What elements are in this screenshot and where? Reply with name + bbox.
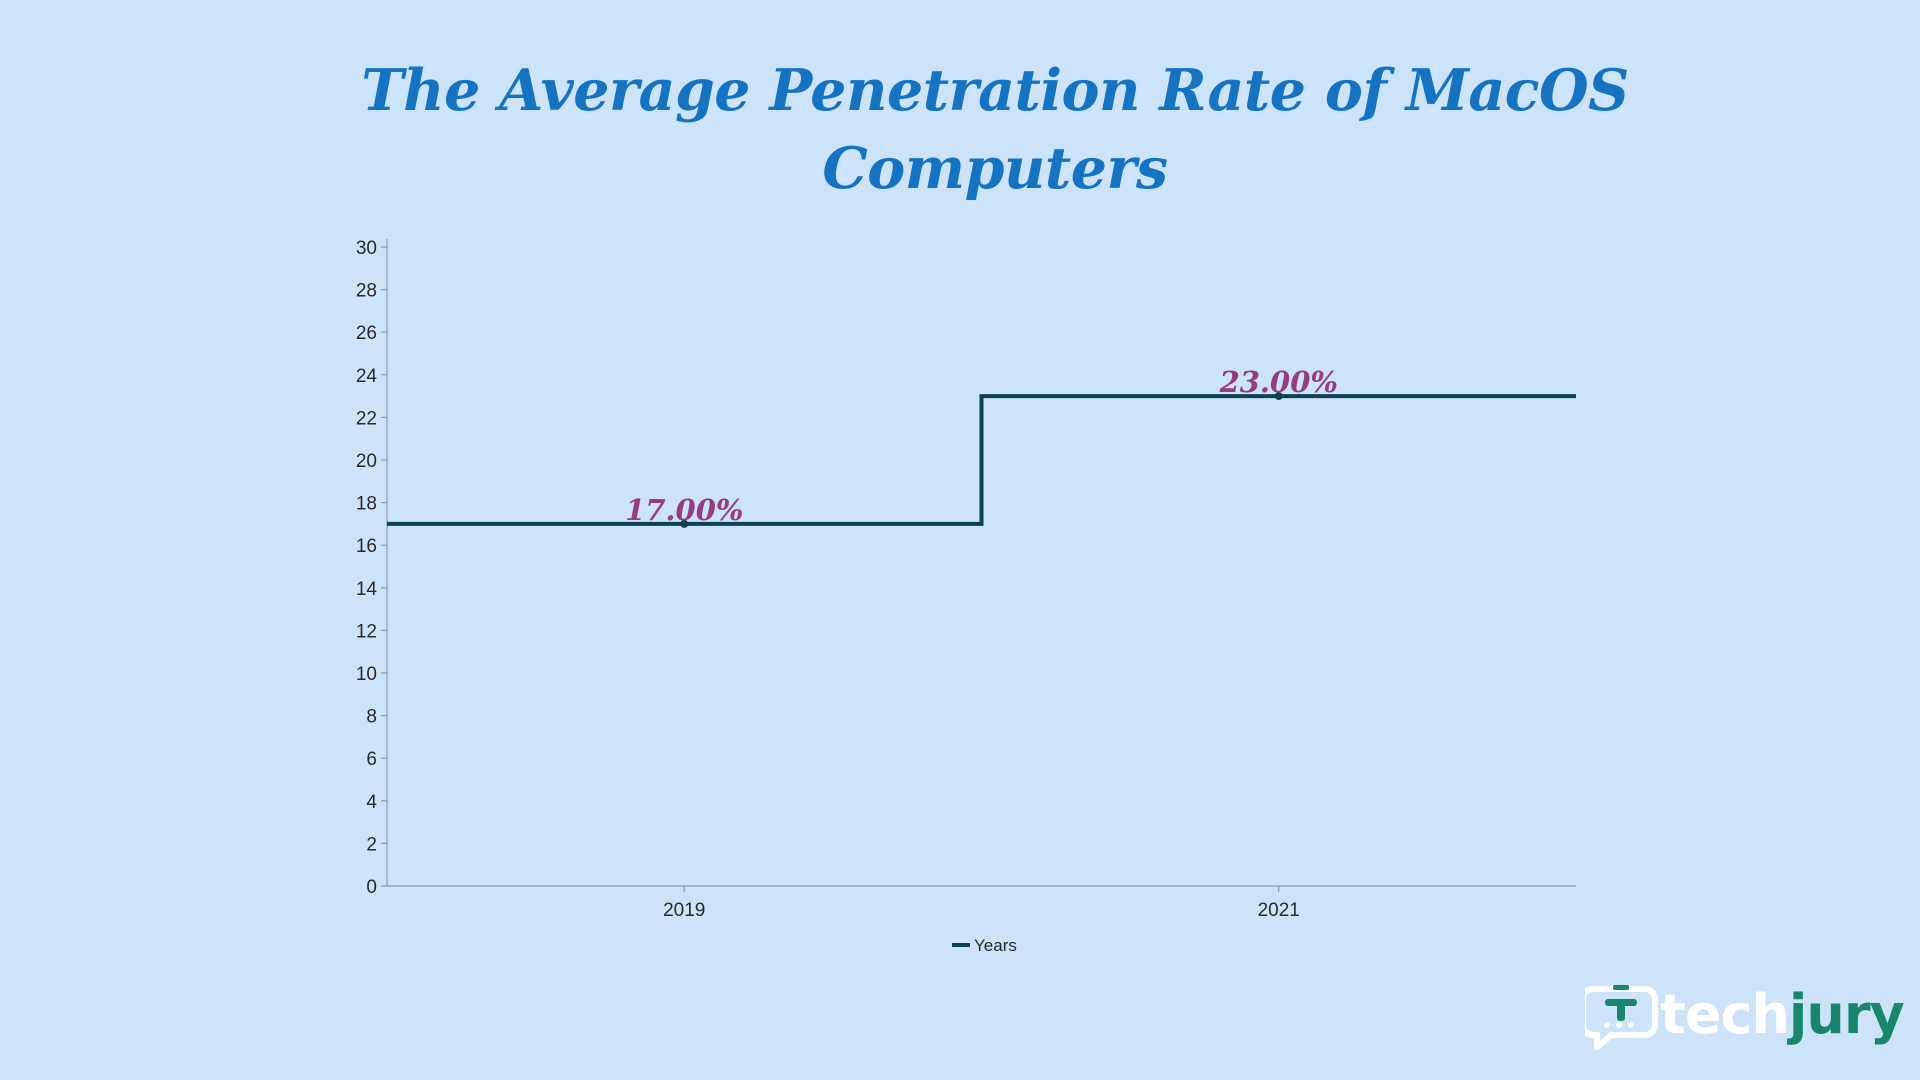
- y-tick-label: 28: [356, 281, 377, 302]
- y-tick-label: 6: [366, 749, 377, 770]
- y-tick-label: 4: [366, 792, 377, 813]
- data-point: [1274, 392, 1283, 401]
- y-tick-label: 22: [356, 408, 377, 429]
- y-tick-label: 30: [356, 238, 377, 259]
- x-tick-label: 2021: [1258, 900, 1300, 921]
- y-tick-label: 24: [356, 366, 378, 387]
- y-tick-label: 2: [366, 834, 377, 855]
- brand-wordmark: techjury: [1660, 982, 1905, 1048]
- y-tick-label: 20: [356, 451, 377, 472]
- y-tick-label: 18: [356, 494, 377, 515]
- y-tick-label: 12: [356, 621, 377, 642]
- series-line-0: [387, 394, 1576, 526]
- y-tick-label: 0: [366, 877, 377, 898]
- data-point: [680, 519, 689, 528]
- y-tick-label: 14: [356, 579, 378, 600]
- legend: Years: [952, 936, 1017, 955]
- x-axis: 2019 2021: [387, 885, 1576, 921]
- y-tick-label: 26: [356, 323, 377, 344]
- brand-name-part2: jury: [1788, 983, 1905, 1046]
- y-tick-label: 16: [356, 536, 377, 557]
- brand-name-part1: tech: [1660, 983, 1790, 1046]
- y-tick-label: 10: [356, 664, 377, 685]
- y-tick-label: 8: [366, 707, 377, 728]
- legend-label: Years: [974, 936, 1017, 955]
- x-tick-label: 2019: [663, 900, 705, 921]
- chart-title-line-2: Computers: [822, 135, 1168, 202]
- chart-title: The Average Penetration Rate of MacOS Co…: [300, 52, 1690, 208]
- data-label: 23.00%: [1219, 365, 1338, 399]
- chat-bubble-logo-icon: [1585, 985, 1658, 1050]
- plot-area: 17.00% 23.00%: [387, 365, 1576, 528]
- chart-title-line-1: The Average Penetration Rate of MacOS: [361, 57, 1629, 124]
- data-label: 17.00%: [625, 493, 743, 527]
